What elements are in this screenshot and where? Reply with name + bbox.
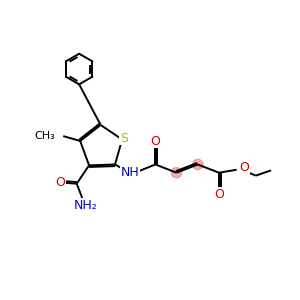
Text: NH: NH [120, 166, 139, 179]
Text: CH₃: CH₃ [34, 130, 55, 140]
Text: S: S [120, 131, 128, 145]
Text: O: O [56, 176, 65, 189]
Text: O: O [240, 161, 249, 175]
Circle shape [193, 159, 203, 170]
Text: O: O [214, 188, 224, 201]
Circle shape [171, 167, 182, 178]
Text: O: O [150, 135, 160, 148]
Text: NH₂: NH₂ [74, 199, 98, 212]
